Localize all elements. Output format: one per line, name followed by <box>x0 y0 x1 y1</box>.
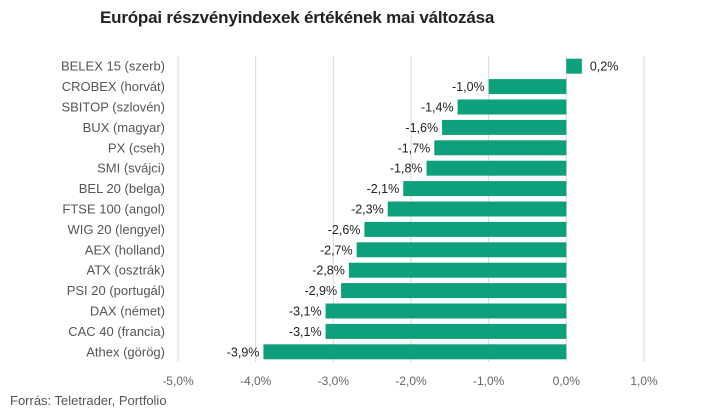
bar <box>434 140 567 156</box>
category-label: ATX (osztrák) <box>87 263 166 278</box>
x-tick-label: -1,0% <box>473 374 505 388</box>
x-tick-label: 1,0% <box>630 374 658 388</box>
value-label: 0,2% <box>590 60 619 74</box>
category-label: SBITOP (szlovén) <box>61 100 165 115</box>
bar <box>566 58 582 74</box>
bar <box>457 99 567 115</box>
category-label: BUX (magyar) <box>83 120 165 135</box>
bar <box>325 323 567 339</box>
bar <box>341 283 567 299</box>
value-labels: 0,2% -1,0% -1,4% -1,6% -1,7% -1,8% -2,1% -2,3% -… <box>227 60 619 360</box>
value-label: -3,1% <box>289 325 322 339</box>
value-label: -1,4% <box>421 101 454 115</box>
bar <box>356 242 567 258</box>
x-tick-label: -4,0% <box>240 374 272 388</box>
x-axis-ticks: -5,0% -4,0% -3,0% -2,0% -1,0% 0,0% 1,0% <box>162 374 658 388</box>
category-label: BELEX 15 (szerb) <box>61 59 165 74</box>
bars <box>263 58 582 360</box>
bar <box>403 181 567 197</box>
value-label: -2,3% <box>351 203 384 217</box>
bar <box>325 303 567 319</box>
value-label: -3,1% <box>289 305 322 319</box>
chart-title: Európai részvényindexek értékének mai vá… <box>100 8 495 27</box>
category-label: CROBEX (horvát) <box>62 79 165 94</box>
category-label: FTSE 100 (angol) <box>62 202 165 217</box>
value-label: -2,6% <box>328 223 361 237</box>
source-note: Forrás: Teletrader, Portfolio <box>10 393 167 408</box>
value-label: -2,1% <box>367 182 400 196</box>
category-label: BEL 20 (belga) <box>79 181 165 196</box>
bar <box>488 79 567 95</box>
value-label: -3,9% <box>227 345 260 359</box>
value-label: -2,8% <box>312 264 345 278</box>
category-label: AEX (holland) <box>85 242 165 257</box>
bar <box>387 201 567 217</box>
value-label: -1,0% <box>452 80 485 94</box>
value-label: -2,7% <box>320 243 353 257</box>
category-label: CAC 40 (francia) <box>68 324 165 339</box>
bar <box>263 344 567 360</box>
x-tick-label: -3,0% <box>318 374 350 388</box>
bar <box>442 119 567 135</box>
bar <box>348 262 567 278</box>
category-label: DAX (német) <box>90 304 165 319</box>
value-label: -1,6% <box>405 121 438 135</box>
value-label: -1,7% <box>398 141 431 155</box>
x-tick-label: -5,0% <box>162 374 194 388</box>
value-label: -1,8% <box>390 162 423 176</box>
bar <box>426 160 567 176</box>
bar <box>364 221 567 237</box>
category-label: WIG 20 (lengyel) <box>67 222 165 237</box>
category-label: SMI (svájci) <box>97 161 165 176</box>
category-label: Athex (görög) <box>86 344 165 359</box>
category-label: PX (cseh) <box>108 140 165 155</box>
x-tick-label: -2,0% <box>395 374 427 388</box>
value-label: -2,9% <box>304 284 337 298</box>
category-labels: BELEX 15 (szerb) CROBEX (horvát) SBITOP (s… <box>61 59 165 360</box>
category-label: PSI 20 (portugál) <box>67 283 165 298</box>
x-tick-label: 0,0% <box>553 374 581 388</box>
